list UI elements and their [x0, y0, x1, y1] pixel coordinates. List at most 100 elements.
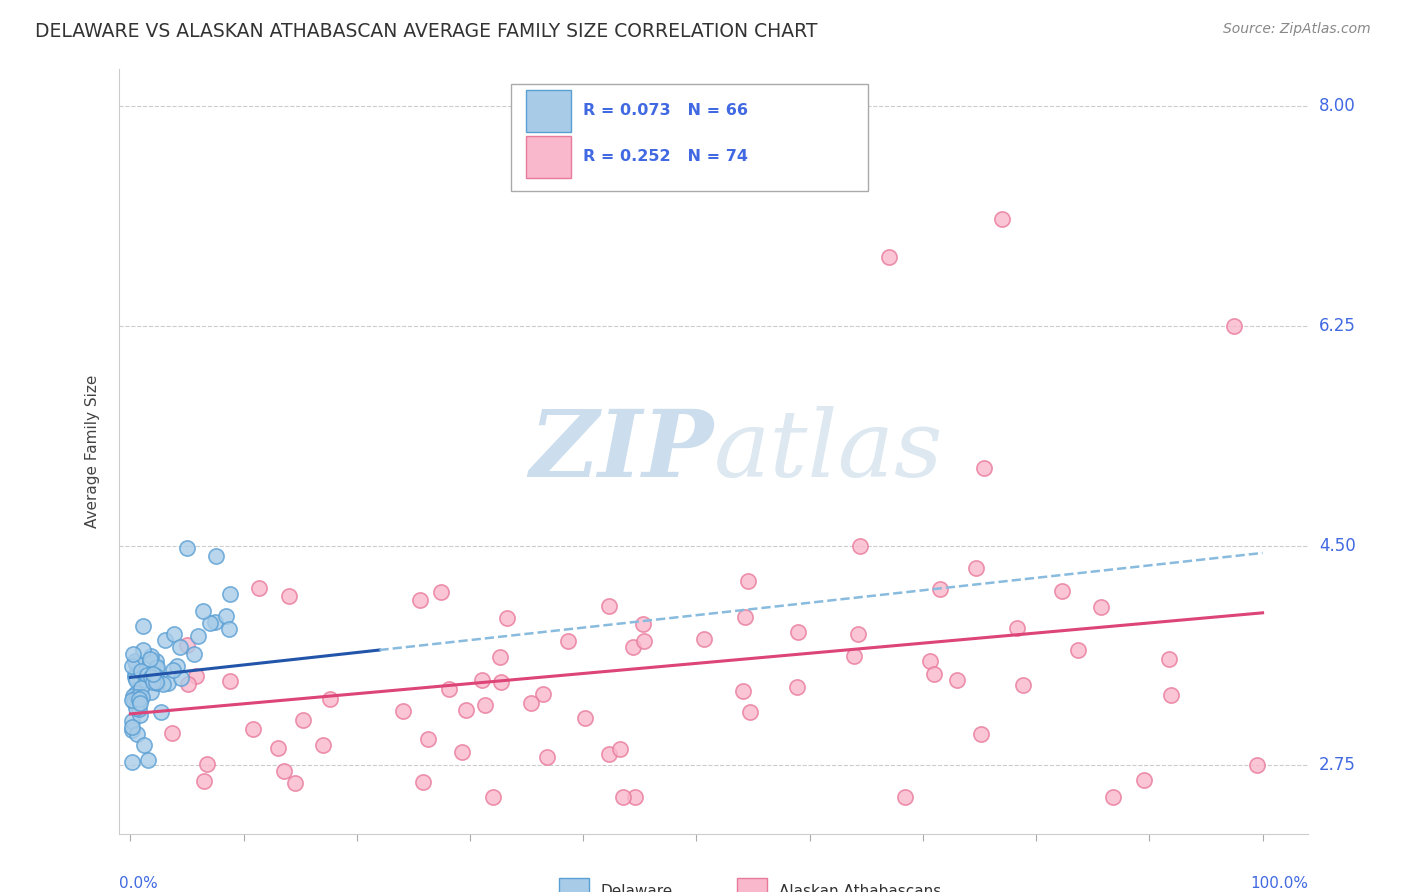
Delaware — [128, 696, 150, 710]
Alaskan Athabascans — [242, 722, 264, 736]
Delaware — [124, 667, 146, 681]
Alaskan Athabascans — [631, 616, 654, 631]
Delaware — [169, 640, 191, 654]
Delaware — [132, 618, 155, 632]
Delaware — [125, 673, 148, 687]
Alaskan Athabascans — [991, 212, 1014, 227]
Delaware — [129, 681, 152, 695]
Alaskan Athabascans — [186, 668, 208, 682]
Delaware — [125, 701, 148, 715]
Alaskan Athabascans — [918, 654, 941, 668]
Delaware — [127, 727, 149, 741]
Text: ZIP: ZIP — [529, 407, 713, 497]
Alaskan Athabascans — [416, 732, 439, 747]
Delaware — [136, 753, 159, 767]
Delaware — [218, 587, 240, 601]
Delaware — [139, 685, 162, 699]
Alaskan Athabascans — [482, 789, 505, 804]
Bar — [737, 879, 766, 892]
Text: 4.50: 4.50 — [1319, 537, 1355, 555]
Delaware — [142, 674, 165, 689]
Alaskan Athabascans — [970, 727, 993, 741]
Alaskan Athabascans — [1160, 688, 1182, 702]
Alaskan Athabascans — [311, 739, 333, 753]
Delaware — [135, 673, 157, 687]
Alaskan Athabascans — [973, 461, 995, 475]
Delaware — [121, 693, 143, 707]
Alaskan Athabascans — [195, 757, 218, 772]
Delaware — [146, 659, 169, 673]
Alaskan Athabascans — [162, 726, 184, 740]
Text: 8.00: 8.00 — [1319, 97, 1355, 115]
Alaskan Athabascans — [1052, 584, 1074, 599]
Alaskan Athabascans — [621, 640, 644, 655]
Alaskan Athabascans — [193, 774, 215, 789]
Delaware — [141, 666, 163, 681]
Alaskan Athabascans — [849, 539, 872, 553]
Alaskan Athabascans — [284, 776, 307, 790]
Alaskan Athabascans — [922, 667, 945, 681]
Alaskan Athabascans — [624, 789, 647, 804]
Delaware — [122, 647, 145, 661]
Alaskan Athabascans — [176, 638, 198, 652]
Alaskan Athabascans — [1090, 599, 1112, 614]
Alaskan Athabascans — [786, 680, 808, 694]
Delaware — [122, 690, 145, 704]
Text: atlas: atlas — [713, 407, 943, 497]
Alaskan Athabascans — [633, 634, 655, 648]
Alaskan Athabascans — [945, 673, 967, 687]
Alaskan Athabascans — [609, 742, 631, 756]
Alaskan Athabascans — [429, 585, 451, 599]
Delaware — [183, 647, 205, 661]
Text: Source: ZipAtlas.com: Source: ZipAtlas.com — [1223, 22, 1371, 37]
Delaware — [204, 615, 226, 629]
Delaware — [145, 661, 167, 675]
Text: 2.75: 2.75 — [1319, 756, 1355, 774]
Alaskan Athabascans — [392, 704, 415, 718]
Alaskan Athabascans — [929, 582, 952, 596]
Alaskan Athabascans — [292, 713, 315, 727]
Alaskan Athabascans — [598, 747, 620, 761]
Delaware — [215, 609, 238, 624]
Alaskan Athabascans — [1101, 789, 1123, 804]
Bar — [526, 89, 571, 132]
Alaskan Athabascans — [496, 611, 519, 625]
FancyBboxPatch shape — [512, 84, 868, 191]
Alaskan Athabascans — [273, 764, 295, 778]
Alaskan Athabascans — [965, 560, 987, 574]
Alaskan Athabascans — [786, 624, 808, 639]
Alaskan Athabascans — [734, 610, 756, 624]
Alaskan Athabascans — [737, 574, 759, 588]
Alaskan Athabascans — [439, 682, 461, 697]
Delaware — [128, 691, 150, 706]
Y-axis label: Average Family Size: Average Family Size — [86, 375, 100, 528]
Delaware — [187, 629, 209, 643]
Text: DELAWARE VS ALASKAN ATHABASCAN AVERAGE FAMILY SIZE CORRELATION CHART: DELAWARE VS ALASKAN ATHABASCAN AVERAGE F… — [35, 22, 818, 41]
Delaware — [204, 549, 226, 563]
Alaskan Athabascans — [1246, 758, 1268, 772]
Delaware — [124, 670, 146, 684]
Delaware — [124, 685, 146, 699]
Text: 6.25: 6.25 — [1319, 317, 1355, 334]
Alaskan Athabascans — [531, 687, 554, 701]
Delaware — [163, 626, 186, 640]
Delaware — [121, 714, 143, 728]
Delaware — [135, 668, 157, 682]
Delaware — [129, 691, 152, 706]
Alaskan Athabascans — [319, 691, 342, 706]
Alaskan Athabascans — [491, 674, 513, 689]
Alaskan Athabascans — [1011, 678, 1033, 692]
Delaware — [121, 720, 143, 734]
Alaskan Athabascans — [177, 677, 200, 691]
Alaskan Athabascans — [842, 648, 865, 663]
Alaskan Athabascans — [1157, 651, 1180, 665]
Delaware — [132, 643, 155, 657]
Delaware — [129, 664, 152, 678]
Alaskan Athabascans — [738, 705, 761, 719]
Alaskan Athabascans — [470, 673, 492, 687]
Bar — [526, 136, 571, 178]
Text: R = 0.073   N = 66: R = 0.073 N = 66 — [582, 103, 748, 118]
Alaskan Athabascans — [1223, 318, 1246, 333]
Delaware — [198, 615, 221, 630]
Delaware — [141, 669, 163, 683]
